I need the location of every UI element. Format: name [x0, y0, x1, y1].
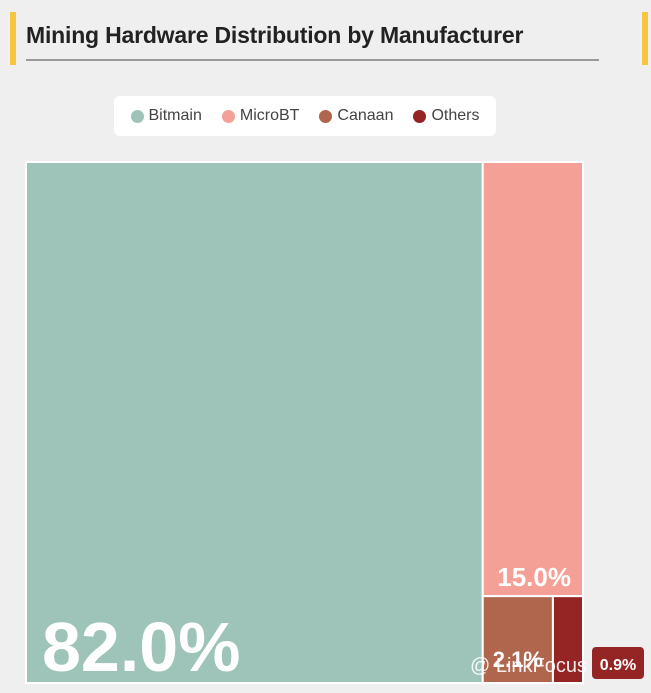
title-accent-bar-left	[10, 12, 16, 65]
treemap-cell-bitmain[interactable]	[25, 161, 484, 684]
treemap-cell-canaan[interactable]	[481, 595, 554, 685]
legend-label-bitmain: Bitmain	[148, 107, 202, 124]
treemap-label-others: 0.9%	[600, 657, 636, 674]
legend-swatch-bitmain	[130, 109, 144, 123]
legend-item-canaan[interactable]: Canaan	[319, 107, 393, 125]
treemap-cell-microbt[interactable]	[481, 161, 584, 598]
legend-swatch-microbt	[221, 109, 235, 123]
legend-swatch-canaan	[319, 109, 333, 123]
watermark: @ LinkFocus	[470, 655, 588, 677]
legend-swatch-others	[413, 109, 427, 123]
chart-legend: Bitmain MicroBT Canaan Others	[114, 96, 496, 136]
treemap-label-canaan: 2.1%	[493, 647, 543, 672]
treemap-cell-others[interactable]	[551, 595, 584, 685]
treemap-label-bitmain: 82.0%	[42, 608, 240, 686]
legend-label-microbt: MicroBT	[239, 107, 300, 124]
treemap-label-tag-others	[592, 647, 644, 679]
treemap-label-microbt: 15.0%	[497, 562, 571, 592]
title-accent-bar-right	[642, 12, 648, 65]
legend-label-others: Others	[431, 107, 480, 124]
legend-item-others[interactable]: Others	[413, 107, 479, 125]
title-underline	[26, 59, 599, 61]
chart-title: Mining Hardware Distribution by Manufact…	[26, 22, 524, 48]
legend-item-bitmain[interactable]: Bitmain	[130, 107, 202, 125]
legend-label-canaan: Canaan	[337, 107, 394, 124]
legend-item-microbt[interactable]: MicroBT	[221, 107, 300, 125]
